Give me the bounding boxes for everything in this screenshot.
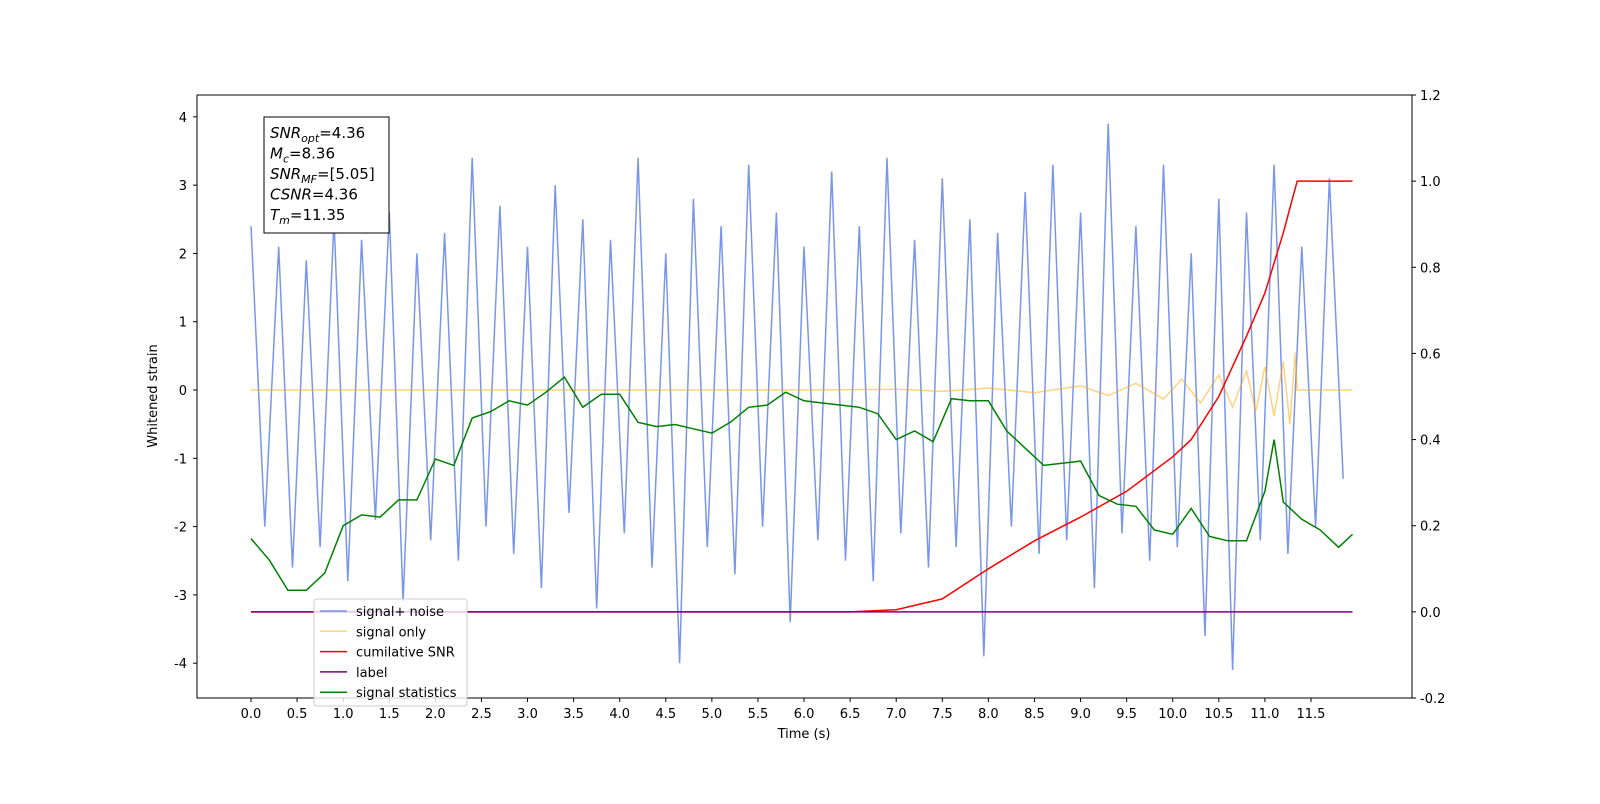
x-tick-label: 3.0 — [517, 707, 538, 722]
annotation-sub: c — [283, 153, 289, 166]
annotation-box: SNRopt=4.36Mc=8.36SNRMF=[5.05]CSNR=4.36T… — [263, 116, 390, 234]
y-tick-label: -4 — [174, 657, 187, 672]
annotation-base: T — [270, 206, 281, 224]
x-tick-label: 10.0 — [1158, 707, 1187, 722]
x-tick-label: 9.0 — [1070, 707, 1091, 722]
annotation-sub: m — [279, 214, 290, 227]
x-tick-label: 4.5 — [655, 707, 676, 722]
x-tick-label: 1.5 — [379, 707, 400, 722]
legend-label: cumilative SNR — [356, 646, 455, 661]
series-line — [251, 180, 1353, 613]
annotation-base: M — [270, 145, 283, 163]
x-tick-label: 8.5 — [1024, 707, 1045, 722]
y2-tick-label: 0.6 — [1420, 347, 1441, 362]
y2-tick-label: 0.2 — [1420, 520, 1441, 535]
x-tick-label: 7.5 — [932, 707, 953, 722]
y-tick-label: -3 — [174, 589, 187, 604]
x-tick-label: 0.5 — [287, 707, 308, 722]
y2-tick-label: 0.4 — [1420, 434, 1441, 449]
legend-label: label — [356, 666, 387, 681]
annotation-base: SNR — [270, 124, 301, 142]
x-tick-label: 2.0 — [425, 707, 446, 722]
x-axis-label: Time (s) — [777, 727, 831, 742]
y2-tick-label: -0.2 — [1420, 692, 1445, 707]
x-tick-label: 0.0 — [241, 707, 262, 722]
annotation-sub: opt — [301, 132, 320, 145]
annotation-text: =4.36 — [312, 186, 358, 204]
annotation-base: CSNR — [270, 186, 312, 204]
legend-frame — [313, 598, 468, 707]
x-tick-label: 7.0 — [886, 707, 907, 722]
y-tick-label: 2 — [179, 247, 187, 262]
annotation-text: =11.35 — [290, 206, 346, 224]
x-tick-label: 2.5 — [471, 707, 492, 722]
y-tick-label: 1 — [179, 316, 187, 331]
annotation-text: =8.36 — [289, 145, 335, 163]
y2-tick-label: 0.0 — [1420, 606, 1441, 621]
x-tick-label: 1.0 — [333, 707, 354, 722]
series-line — [251, 352, 1353, 425]
x-tick-label: 5.0 — [702, 707, 723, 722]
y-tick-label: 4 — [179, 111, 187, 126]
y2-tick-label: 0.8 — [1420, 261, 1441, 276]
annotation-text: =4.36 — [319, 124, 365, 142]
legend-label: signal only — [356, 625, 426, 640]
x-tick-label: 11.5 — [1297, 707, 1326, 722]
legend-label: signal+ noise — [356, 605, 444, 620]
x-tick-label: 8.0 — [978, 707, 999, 722]
ticks: 0.0 0.5 1.0 1.5 2.0 2.5 3.0 3.5 4.0 4.5 5.0 5.5 6.0 6… — [174, 89, 1445, 722]
legend-label: signal statistics — [356, 686, 457, 701]
series-line — [250, 375, 1354, 592]
x-tick-label: 6.5 — [840, 707, 861, 722]
annotation-line: SNRopt=4.36 — [270, 124, 365, 145]
x-tick-label: 5.5 — [748, 707, 769, 722]
annotation-text: =[5.05] — [317, 165, 375, 183]
y-tick-label: -1 — [174, 452, 187, 467]
x-tick-label: 11.0 — [1250, 707, 1279, 722]
y2-tick-label: 1.2 — [1420, 89, 1441, 104]
x-tick-label: 6.0 — [794, 707, 815, 722]
x-tick-label: 10.5 — [1204, 707, 1233, 722]
annotation-line: Tm=11.35 — [270, 206, 345, 227]
y-axis-label: Whitened strain — [146, 344, 161, 447]
series-line — [250, 123, 1344, 671]
x-tick-label: 4.0 — [609, 707, 630, 722]
y-tick-label: 0 — [179, 384, 187, 399]
annotation-line: CSNR=4.36 — [270, 186, 358, 204]
annotation-sub: MF — [301, 173, 317, 186]
y2-tick-label: 1.0 — [1420, 175, 1441, 190]
annotation-line: Mc=8.36 — [270, 145, 335, 166]
x-tick-label: 3.5 — [563, 707, 584, 722]
y-tick-label: 3 — [179, 179, 187, 194]
annotation-frame — [263, 116, 390, 234]
annotation-base: SNR — [270, 165, 301, 183]
annotation-line: SNRMF=[5.05] — [270, 165, 375, 186]
legend: signal+ noise signal only cumilative SNR la… — [313, 598, 468, 707]
x-tick-label: 9.5 — [1116, 707, 1137, 722]
y-tick-label: -2 — [174, 521, 187, 536]
